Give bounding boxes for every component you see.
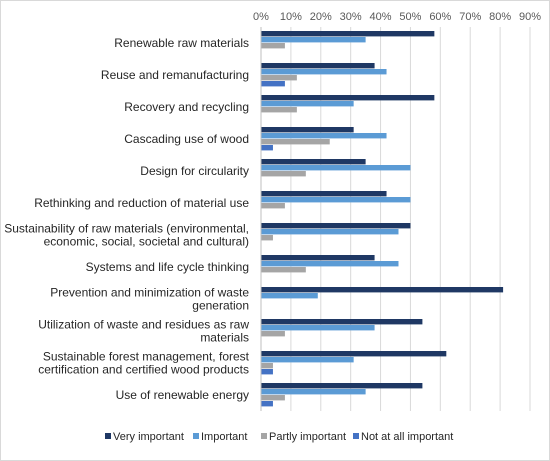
x-tick-label: 60% — [429, 11, 451, 23]
x-tick-label: 90% — [519, 11, 541, 23]
x-tick-label: 30% — [340, 11, 362, 23]
bar-very-important — [261, 319, 423, 325]
bar-not-at-all-important — [261, 81, 285, 87]
bar-partly-important — [261, 363, 273, 369]
bar-partly-important — [261, 171, 306, 177]
x-tick-label: 70% — [459, 11, 481, 23]
x-tick-label: 40% — [370, 11, 392, 23]
bar-important — [261, 133, 387, 139]
category-label: Prevention and minimization of waste — [50, 286, 249, 300]
bar-important — [261, 357, 354, 363]
category-label: Systems and life cycle thinking — [86, 260, 249, 274]
bar-very-important — [261, 127, 354, 133]
bar-very-important — [261, 383, 423, 389]
x-tick-label: 20% — [310, 11, 332, 23]
bar-important — [261, 165, 411, 171]
x-tick-label: 0% — [253, 11, 269, 23]
category-label: Utilization of waste and residues as raw — [38, 318, 249, 332]
bar-very-important — [261, 63, 375, 69]
bar-partly-important — [261, 331, 285, 337]
bar-partly-important — [261, 267, 306, 273]
bar-very-important — [261, 159, 366, 165]
bar-partly-important — [261, 203, 285, 209]
bar-partly-important — [261, 395, 285, 401]
legend-swatch — [261, 433, 267, 439]
legend-label: Not at all important — [361, 431, 453, 443]
category-label: Cascading use of wood — [124, 132, 249, 146]
bar-partly-important — [261, 43, 285, 49]
bar-very-important — [261, 223, 411, 229]
bar-very-important — [261, 255, 375, 261]
category-label: generation — [192, 299, 249, 313]
x-tick-label: 50% — [399, 11, 421, 23]
bar-important — [261, 37, 366, 43]
x-tick-label: 80% — [489, 11, 511, 23]
category-label: certification and certified wood product… — [38, 363, 249, 377]
legend-swatch — [193, 433, 199, 439]
x-tick-label: 10% — [280, 11, 302, 23]
category-label: Recovery and recycling — [124, 100, 249, 114]
category-label: Design for circularity — [140, 164, 249, 178]
bar-very-important — [261, 95, 435, 101]
bar-not-at-all-important — [261, 369, 273, 375]
bar-partly-important — [261, 235, 273, 241]
bar-important — [261, 261, 399, 267]
bar-partly-important — [261, 75, 297, 81]
bar-important — [261, 389, 366, 395]
category-label: Sustainable forest management, forest — [43, 350, 250, 364]
category-label: Rethinking and reduction of material use — [34, 196, 249, 210]
bar-important — [261, 293, 318, 299]
legend-swatch — [353, 433, 359, 439]
bar-important — [261, 197, 411, 203]
legend-label: Partly important — [269, 431, 346, 443]
bar-not-at-all-important — [261, 401, 273, 407]
category-label: Reuse and remanufacturing — [101, 68, 249, 82]
bar-very-important — [261, 287, 504, 293]
bar-important — [261, 229, 399, 235]
category-label: Sustainability of raw materials (environ… — [4, 222, 249, 236]
legend-label: Important — [201, 431, 247, 443]
bar-important — [261, 101, 354, 107]
bar-very-important — [261, 31, 435, 37]
category-label: economic, social, societal and cultural) — [44, 235, 249, 249]
bar-not-at-all-important — [261, 145, 273, 151]
bar-very-important — [261, 191, 387, 197]
bar-very-important — [261, 351, 447, 357]
category-label: Renewable raw materials — [114, 36, 249, 50]
category-label: materials — [200, 331, 249, 345]
category-label: Use of renewable energy — [116, 388, 249, 402]
bar-important — [261, 69, 387, 75]
bar-partly-important — [261, 139, 330, 145]
legend-swatch — [105, 433, 111, 439]
bar-partly-important — [261, 107, 297, 113]
legend-label: Very important — [113, 431, 184, 443]
bar-important — [261, 325, 375, 331]
